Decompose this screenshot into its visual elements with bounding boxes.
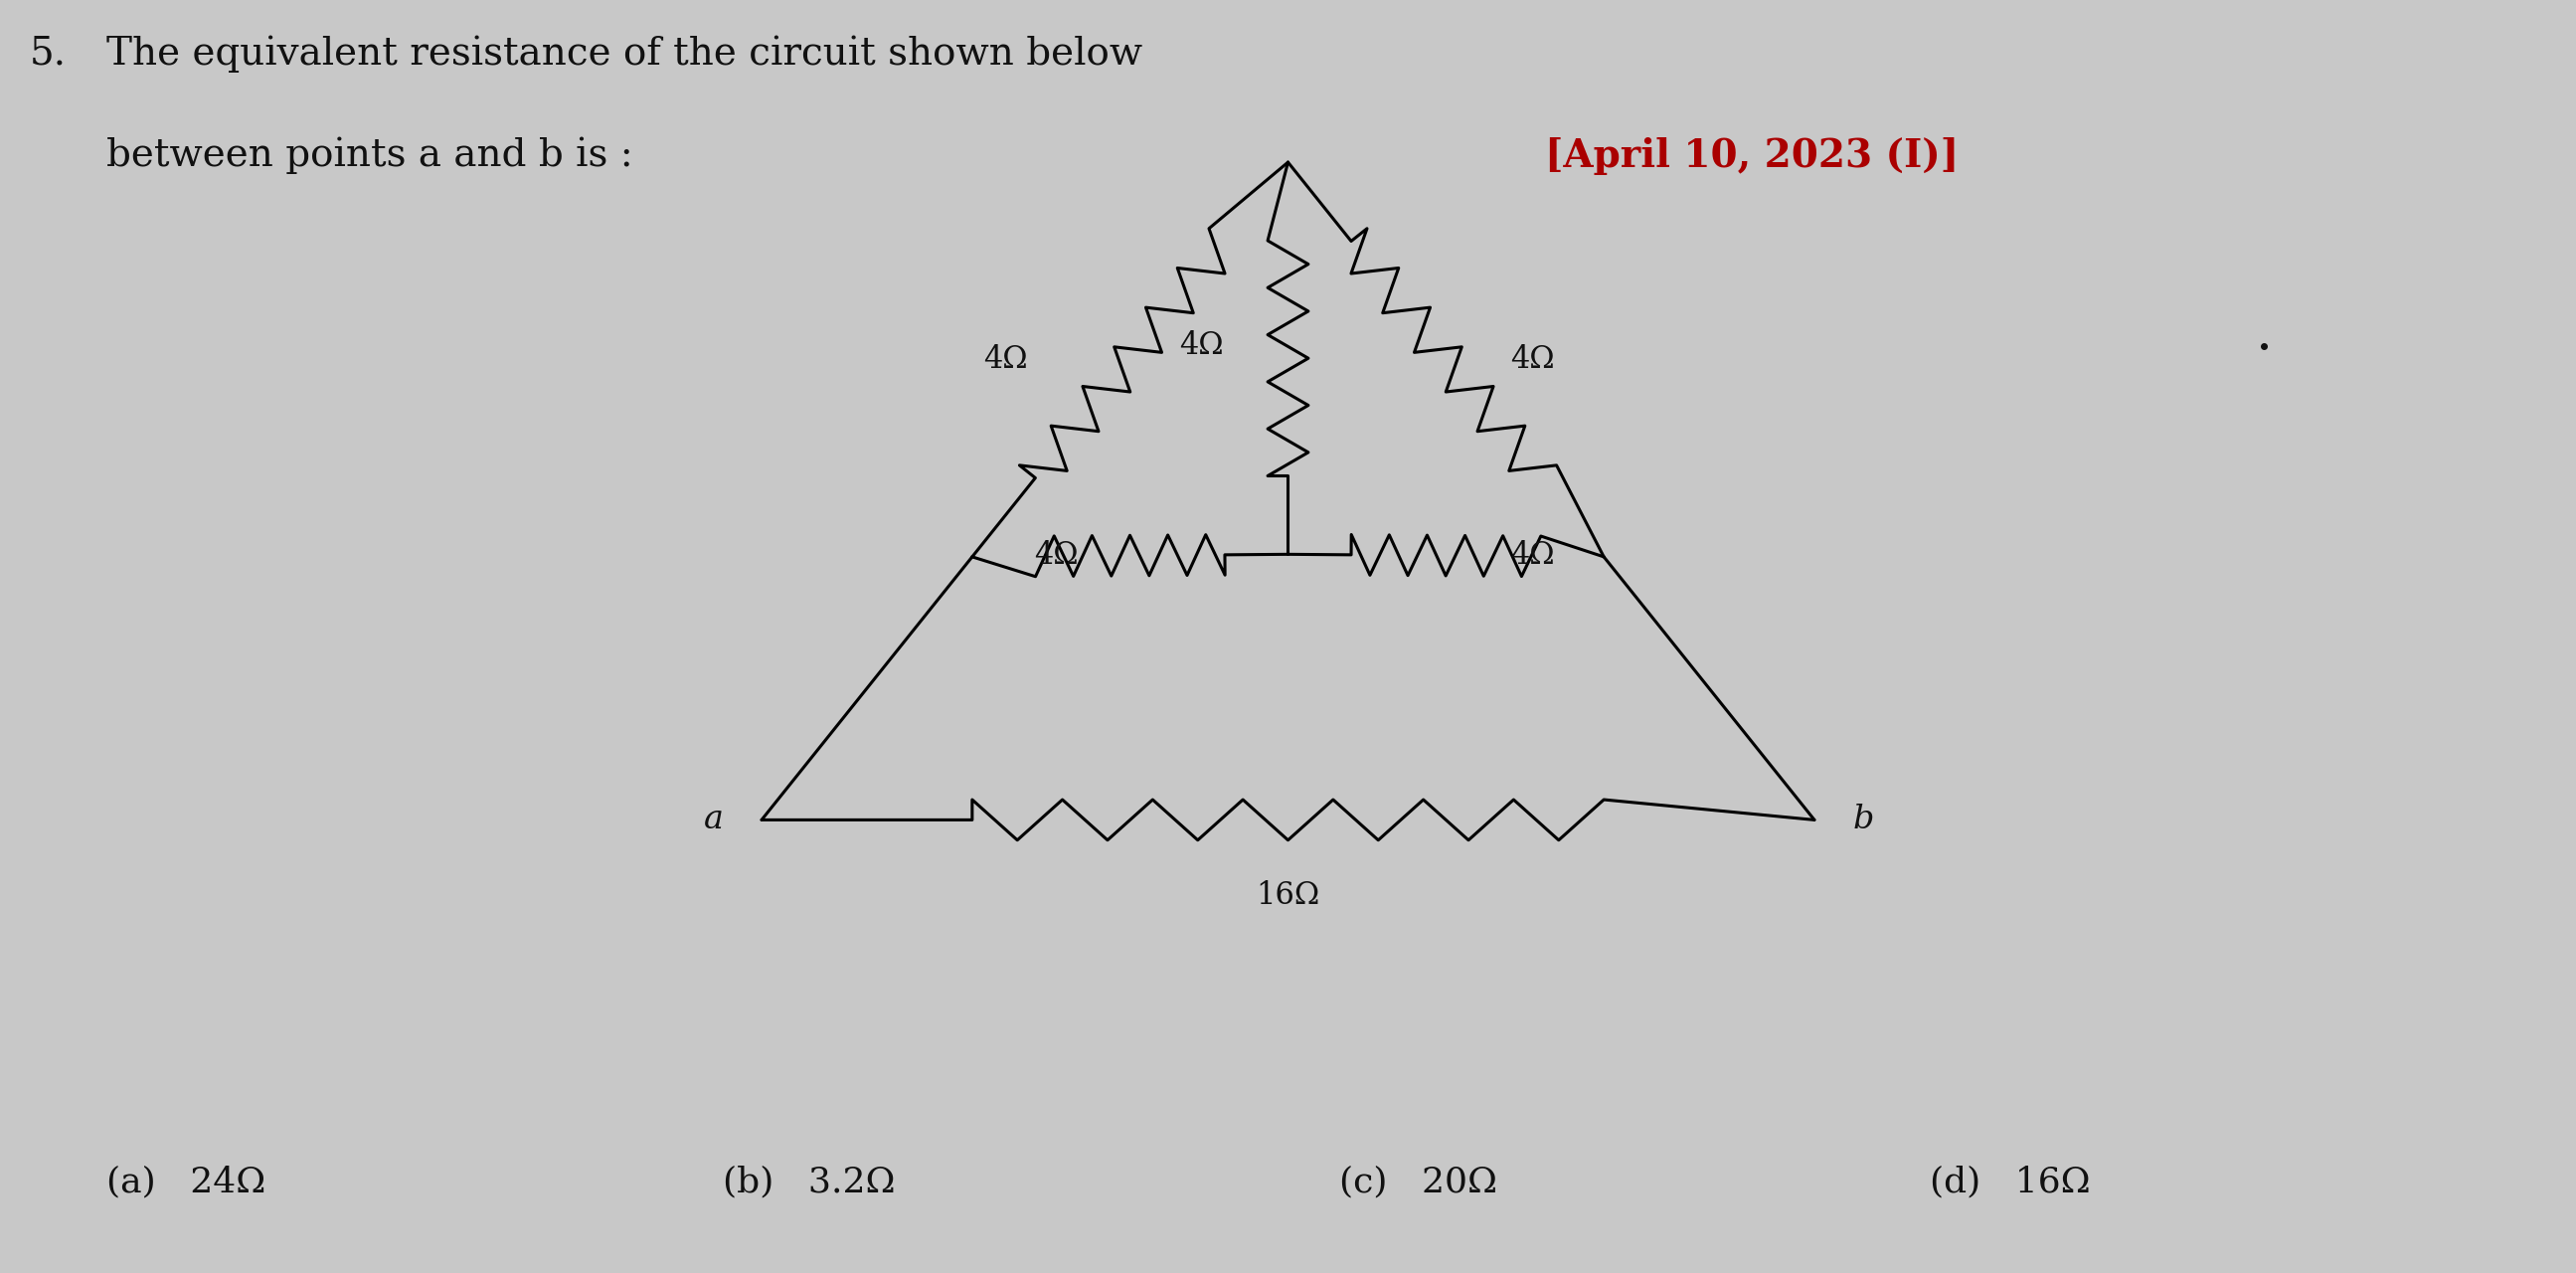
Text: (b)   3.2Ω: (b) 3.2Ω <box>724 1166 896 1199</box>
Text: (a)   24Ω: (a) 24Ω <box>106 1166 265 1199</box>
Text: 4Ω: 4Ω <box>1036 540 1079 572</box>
Text: 5.: 5. <box>31 36 67 73</box>
Text: The equivalent resistance of the circuit shown below: The equivalent resistance of the circuit… <box>106 36 1144 73</box>
Text: (c)   20Ω: (c) 20Ω <box>1340 1166 1497 1199</box>
Text: 16Ω: 16Ω <box>1257 881 1319 911</box>
Text: 4Ω: 4Ω <box>1180 330 1224 362</box>
Text: between points a and b is :: between points a and b is : <box>106 137 634 174</box>
Text: 4Ω: 4Ω <box>1510 344 1553 376</box>
Text: (d)   16Ω: (d) 16Ω <box>1929 1166 2092 1199</box>
Text: 4Ω: 4Ω <box>984 344 1028 376</box>
Text: a: a <box>703 805 724 836</box>
Text: [April 10, 2023 (I)]: [April 10, 2023 (I)] <box>1546 137 1958 174</box>
Text: 4Ω: 4Ω <box>1510 540 1553 572</box>
Text: b: b <box>1852 805 1875 836</box>
